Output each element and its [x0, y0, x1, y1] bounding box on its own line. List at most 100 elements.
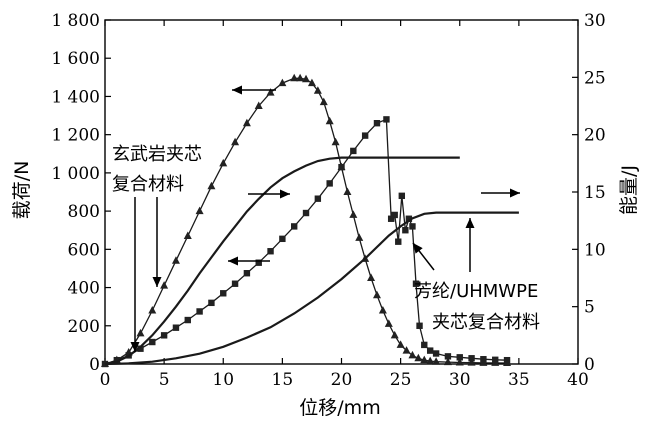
- x-tick-label: 10: [212, 370, 234, 390]
- basalt_load-point: [254, 101, 263, 109]
- aramid_load-point: [231, 280, 239, 287]
- basalt_load-point: [307, 78, 316, 87]
- aramid_load-point: [409, 223, 416, 230]
- aramid_load-point: [208, 299, 215, 307]
- aramid_load-point: [243, 270, 251, 277]
- pointer-aramid-energy-head: [465, 218, 475, 228]
- basalt_load-point: [148, 305, 157, 314]
- pointer-aramid-load-head: [413, 243, 423, 254]
- x-tick-label: 15: [272, 370, 294, 390]
- aramid_load-point: [220, 290, 227, 297]
- basalt_load-point: [408, 350, 417, 359]
- basalt_load-point: [443, 357, 452, 366]
- y-right-tick-label: 15: [584, 183, 606, 203]
- basalt_load-point: [420, 355, 429, 364]
- basalt_load-point: [160, 281, 169, 289]
- aramid_energy-line: [104, 211, 519, 366]
- y-right-tick-label: 20: [584, 126, 606, 146]
- y-right-tick-label: 0: [584, 355, 595, 375]
- y-left-tick-label: 200: [68, 317, 100, 337]
- annotation-layer: 玄武岩夹芯 复合材料 芳纶/UHMWPE 夹芯复合材料: [112, 85, 540, 352]
- aramid_load-point: [405, 215, 413, 222]
- x-tick-label: 0: [100, 370, 111, 390]
- basalt_load-point: [195, 206, 204, 215]
- y-axis-right-title: 能量/J: [618, 165, 640, 215]
- aramid_load-point: [314, 195, 322, 202]
- aramid_load-point: [395, 238, 402, 245]
- y-left-tick-label: 1 400: [51, 87, 100, 107]
- basalt_load-point: [278, 78, 287, 87]
- x-tick-label: 25: [390, 370, 412, 390]
- aramid_load-point: [402, 227, 409, 234]
- aramid_load-point: [391, 211, 398, 219]
- basalt_load-point: [402, 346, 411, 354]
- aramid_load-point: [291, 223, 298, 230]
- basalt_load-point: [325, 116, 334, 125]
- aramid_load-point: [172, 324, 180, 331]
- aramid_load-point: [503, 356, 511, 364]
- annotation-aramid-line1: 芳纶/UHMWPE: [414, 281, 538, 302]
- y-left-tick-label: 1 800: [51, 11, 100, 31]
- basalt_load-point: [136, 328, 145, 337]
- x-tick-label: 40: [567, 370, 589, 390]
- aramid_load-point: [432, 350, 440, 357]
- basalt_load-point: [432, 357, 441, 365]
- arrow-aramid-energy-right-head: [510, 188, 520, 198]
- aramid_load-point: [267, 248, 274, 255]
- y-left-tick-label: 1 600: [51, 49, 100, 69]
- aramid_load-point: [416, 322, 423, 329]
- basalt_energy-line: [104, 156, 460, 366]
- aramid_load-point: [444, 353, 452, 360]
- x-tick-label: 5: [159, 370, 170, 390]
- aramid_load-point: [387, 215, 395, 222]
- basalt_load-point: [302, 74, 311, 83]
- annotation-aramid-line2: 夹芯复合材料: [432, 312, 540, 333]
- y-left-tick-label: 0: [89, 355, 100, 375]
- y-left-tick-label: 1 000: [51, 164, 100, 184]
- basalt_load-point: [290, 73, 299, 82]
- annotation-basalt-line1: 玄武岩夹芯: [112, 144, 202, 165]
- x-tick-label: 35: [508, 370, 530, 390]
- aramid_load-point: [160, 332, 168, 339]
- pointer-basalt-load-head: [152, 277, 162, 287]
- basalt_load-point: [183, 231, 192, 239]
- basalt_load-point: [319, 97, 328, 106]
- aramid_load-point: [338, 163, 345, 171]
- basalt_load-point: [242, 118, 251, 127]
- aramid_load-point: [421, 341, 428, 349]
- aramid_load-point: [468, 355, 475, 362]
- basalt_load-point: [331, 137, 340, 146]
- basalt_load-point: [355, 233, 364, 241]
- annotation-basalt-line2: 复合材料: [112, 174, 184, 195]
- aramid_load-point: [361, 132, 369, 139]
- basalt_load-point: [343, 187, 352, 195]
- series-layer: [101, 73, 519, 368]
- basalt_load-point: [467, 358, 476, 366]
- arrow-aramid-load-left-head: [228, 256, 238, 266]
- basalt_load-point: [372, 290, 381, 299]
- y-left-tick-label: 400: [68, 279, 100, 299]
- aramid_load-point: [196, 308, 203, 315]
- aramid_load-point: [383, 116, 390, 123]
- aramid_load-point: [350, 147, 357, 155]
- y-left-tick-label: 1 200: [51, 126, 100, 146]
- y-right-tick-label: 25: [584, 68, 606, 88]
- aramid_load-point: [302, 209, 310, 217]
- aramid_load-point: [184, 316, 191, 324]
- y-right-tick-label: 10: [584, 240, 606, 260]
- basalt_load-point: [219, 158, 228, 167]
- aramid_load-point: [412, 280, 420, 287]
- basalt_load-point: [384, 319, 393, 327]
- y-right-tick-label: 5: [584, 298, 595, 318]
- basalt_load-point: [313, 86, 322, 94]
- basalt_load-point: [207, 181, 216, 190]
- arrow-basalt-energy-right-head: [280, 189, 290, 199]
- y-right-tick-label: 30: [584, 11, 606, 31]
- basalt_load-point: [231, 137, 240, 146]
- basalt_load-point: [266, 88, 275, 96]
- x-tick-label: 20: [331, 370, 353, 390]
- y-axis-left-title: 载荷/N: [11, 161, 33, 220]
- basalt_load-point: [367, 273, 376, 281]
- aramid_load-point: [113, 356, 121, 364]
